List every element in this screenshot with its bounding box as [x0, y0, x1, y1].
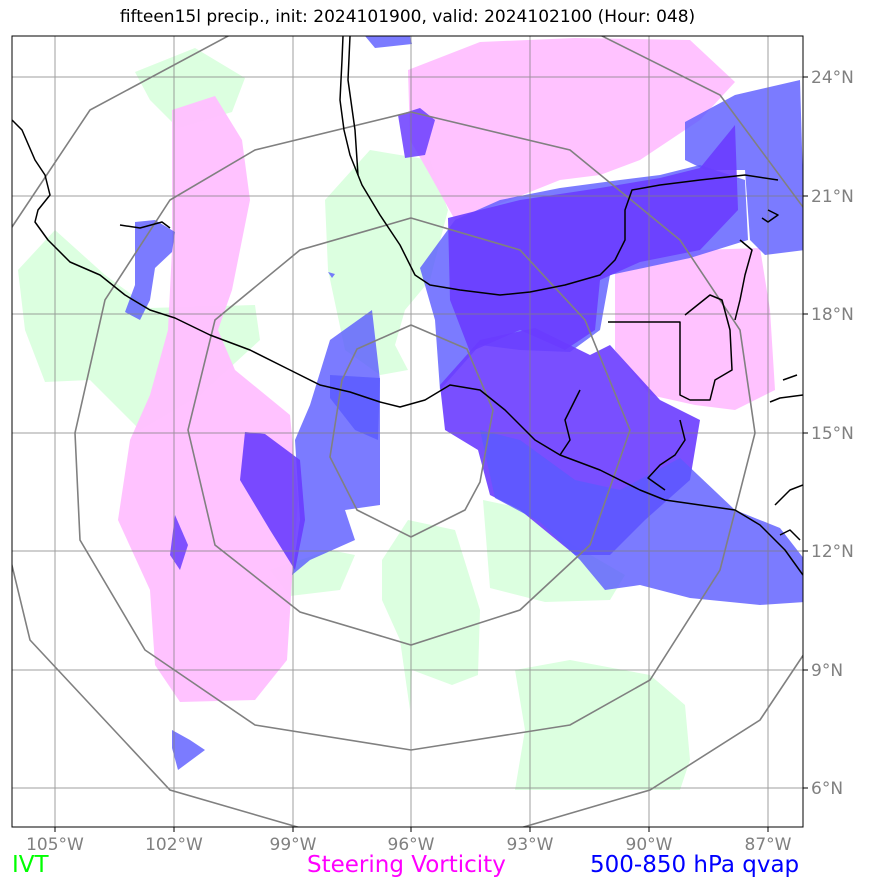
lon-label: 90°W: [626, 835, 673, 855]
range-rings: [12, 36, 803, 827]
lat-label: 24°N: [811, 68, 854, 88]
lon-label: 87°W: [745, 835, 792, 855]
lat-label: 15°N: [811, 424, 854, 444]
graticule: [12, 36, 803, 827]
lon-label: 93°W: [507, 835, 554, 855]
plot-frame: [11, 35, 804, 828]
lat-label: 9°N: [811, 661, 843, 681]
lon-label: 102°W: [145, 835, 203, 855]
qvap-fill-regions: [125, 36, 803, 770]
lat-label: 12°N: [811, 542, 854, 562]
axis-ticks: [54, 76, 808, 832]
legend-ivt: IVT: [12, 852, 49, 878]
legend-steering-vorticity: Steering Vorticity: [307, 852, 506, 878]
lat-label: 18°N: [811, 305, 854, 325]
legend-qvap: 500-850 hPa qvap: [590, 852, 800, 878]
lon-label: 105°W: [26, 835, 84, 855]
lat-label: 21°N: [811, 187, 854, 207]
lat-label: 6°N: [811, 779, 843, 799]
lon-label: 99°W: [270, 835, 317, 855]
lon-label: 96°W: [388, 835, 435, 855]
coastlines: [12, 36, 803, 576]
map-title: fifteen15l precip., init: 2024101900, va…: [119, 7, 696, 27]
lat-labels: 24°N 21°N 18°N 15°N 12°N 9°N 6°N: [811, 68, 854, 799]
lon-labels: 105°W 102°W 99°W 96°W 93°W 90°W 87°W: [26, 835, 792, 855]
